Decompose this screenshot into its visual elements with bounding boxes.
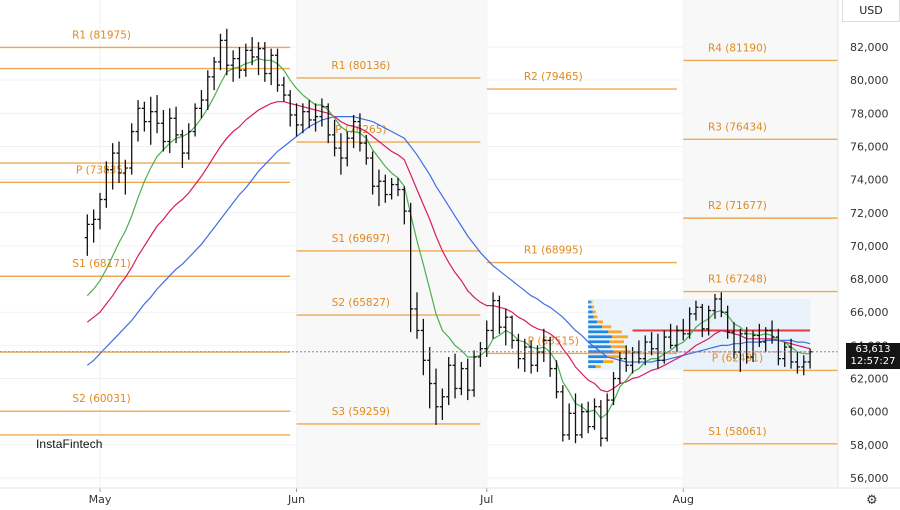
pivot-label: P (73835) xyxy=(76,164,127,176)
y-tick-label: 66,000 xyxy=(850,306,889,319)
month-shading xyxy=(296,0,838,488)
volume-row-down xyxy=(610,345,626,349)
pivot-label: R1 (67248) xyxy=(708,274,767,286)
pivot-label: R1 (80136) xyxy=(331,60,390,72)
volume-row-up xyxy=(588,320,597,324)
y-tick-label: 82,000 xyxy=(850,41,889,54)
pivot-label: R1 (68995) xyxy=(524,245,583,257)
volume-row-up xyxy=(588,345,611,349)
y-tick-label: 58,000 xyxy=(850,439,889,452)
y-tick-label: 74,000 xyxy=(850,174,889,187)
x-tick-label: May xyxy=(89,493,112,506)
pivot-label: R3 (76434) xyxy=(708,121,767,133)
volume-row-down xyxy=(603,360,614,364)
volume-profile xyxy=(588,298,811,371)
pivot-label: S3 (59259) xyxy=(332,406,390,418)
volume-row-up xyxy=(588,300,591,304)
brand-watermark: InstaFintech xyxy=(36,437,103,451)
pivot-levels: R1 (81975) S1 (68171) S2 (60031) P (73835) R… xyxy=(0,29,838,445)
pivot-label: R2 (79465) xyxy=(524,71,583,83)
y-tick-label: 60,000 xyxy=(850,406,889,419)
volume-row-down xyxy=(602,325,612,329)
volume-row-down xyxy=(612,335,629,339)
x-tick-label: Jul xyxy=(479,493,493,506)
ohlc-bars xyxy=(84,28,813,447)
ema-slow-line xyxy=(86,115,811,366)
pivot-label: R4 (81190) xyxy=(708,42,767,54)
current-price-label: 63,613 xyxy=(855,344,891,355)
volume-row-down xyxy=(607,355,620,359)
volume-row-down xyxy=(593,315,598,319)
currency-selector[interactable]: USD xyxy=(842,0,900,22)
pivot-label: R2 (71677) xyxy=(708,200,767,212)
current-time-label: 12:57:27 xyxy=(850,356,896,367)
volume-row-up xyxy=(588,335,613,339)
ema-mid-line xyxy=(86,101,811,393)
volume-row-up xyxy=(588,330,609,334)
pivot-label: S2 (65827) xyxy=(332,297,390,309)
y-tick-label: 62,000 xyxy=(850,373,889,386)
volume-row-down xyxy=(590,300,593,304)
volume-row-up xyxy=(588,325,603,329)
y-tick-label: 80,000 xyxy=(850,74,889,87)
volume-row-up xyxy=(588,305,592,309)
y-tick-label: 68,000 xyxy=(850,273,889,286)
volume-row-up xyxy=(588,355,608,359)
pivot-label: R1 (81975) xyxy=(72,29,131,41)
current-price-tag: 63,613 12:57:27 xyxy=(846,343,900,369)
volume-row-up xyxy=(588,360,604,364)
pivot-label: S1 (68171) xyxy=(72,258,130,270)
pivot-label: S2 (60031) xyxy=(72,393,130,405)
month-band xyxy=(683,0,838,488)
volume-profile-area xyxy=(588,298,811,371)
pivot-label: S1 (69697) xyxy=(332,233,390,245)
x-tick-label: Jun xyxy=(287,493,305,506)
y-tick-label: 56,000 xyxy=(850,472,889,485)
x-tick-label: Aug xyxy=(673,493,694,506)
volume-row-down xyxy=(597,320,603,324)
pivot-label: P (62491) xyxy=(712,352,763,364)
y-tick-label: 78,000 xyxy=(850,107,889,120)
y-tick-label: 76,000 xyxy=(850,140,889,153)
volume-row-up xyxy=(588,315,594,319)
volume-row-down xyxy=(608,330,622,334)
volume-row-up xyxy=(588,340,610,344)
pivot-label: P (63515) xyxy=(528,335,579,347)
price-axis: 56,00058,00060,00062,00064,00066,00068,0… xyxy=(850,41,889,485)
volume-row-down xyxy=(592,310,596,314)
volume-row-down xyxy=(591,305,595,309)
volume-row-up xyxy=(588,365,596,369)
pivot-label: P (76265) xyxy=(335,124,386,136)
volume-row-up xyxy=(588,310,593,314)
gear-icon[interactable]: ⚙ xyxy=(866,493,878,508)
month-band xyxy=(296,0,487,488)
volume-row-down xyxy=(595,365,601,369)
y-tick-label: 72,000 xyxy=(850,207,889,220)
pivot-label: S1 (58061) xyxy=(708,426,766,438)
time-axis: May Jun Jul Aug xyxy=(89,488,694,506)
y-tick-label: 70,000 xyxy=(850,240,889,253)
volume-row-down xyxy=(609,340,624,344)
